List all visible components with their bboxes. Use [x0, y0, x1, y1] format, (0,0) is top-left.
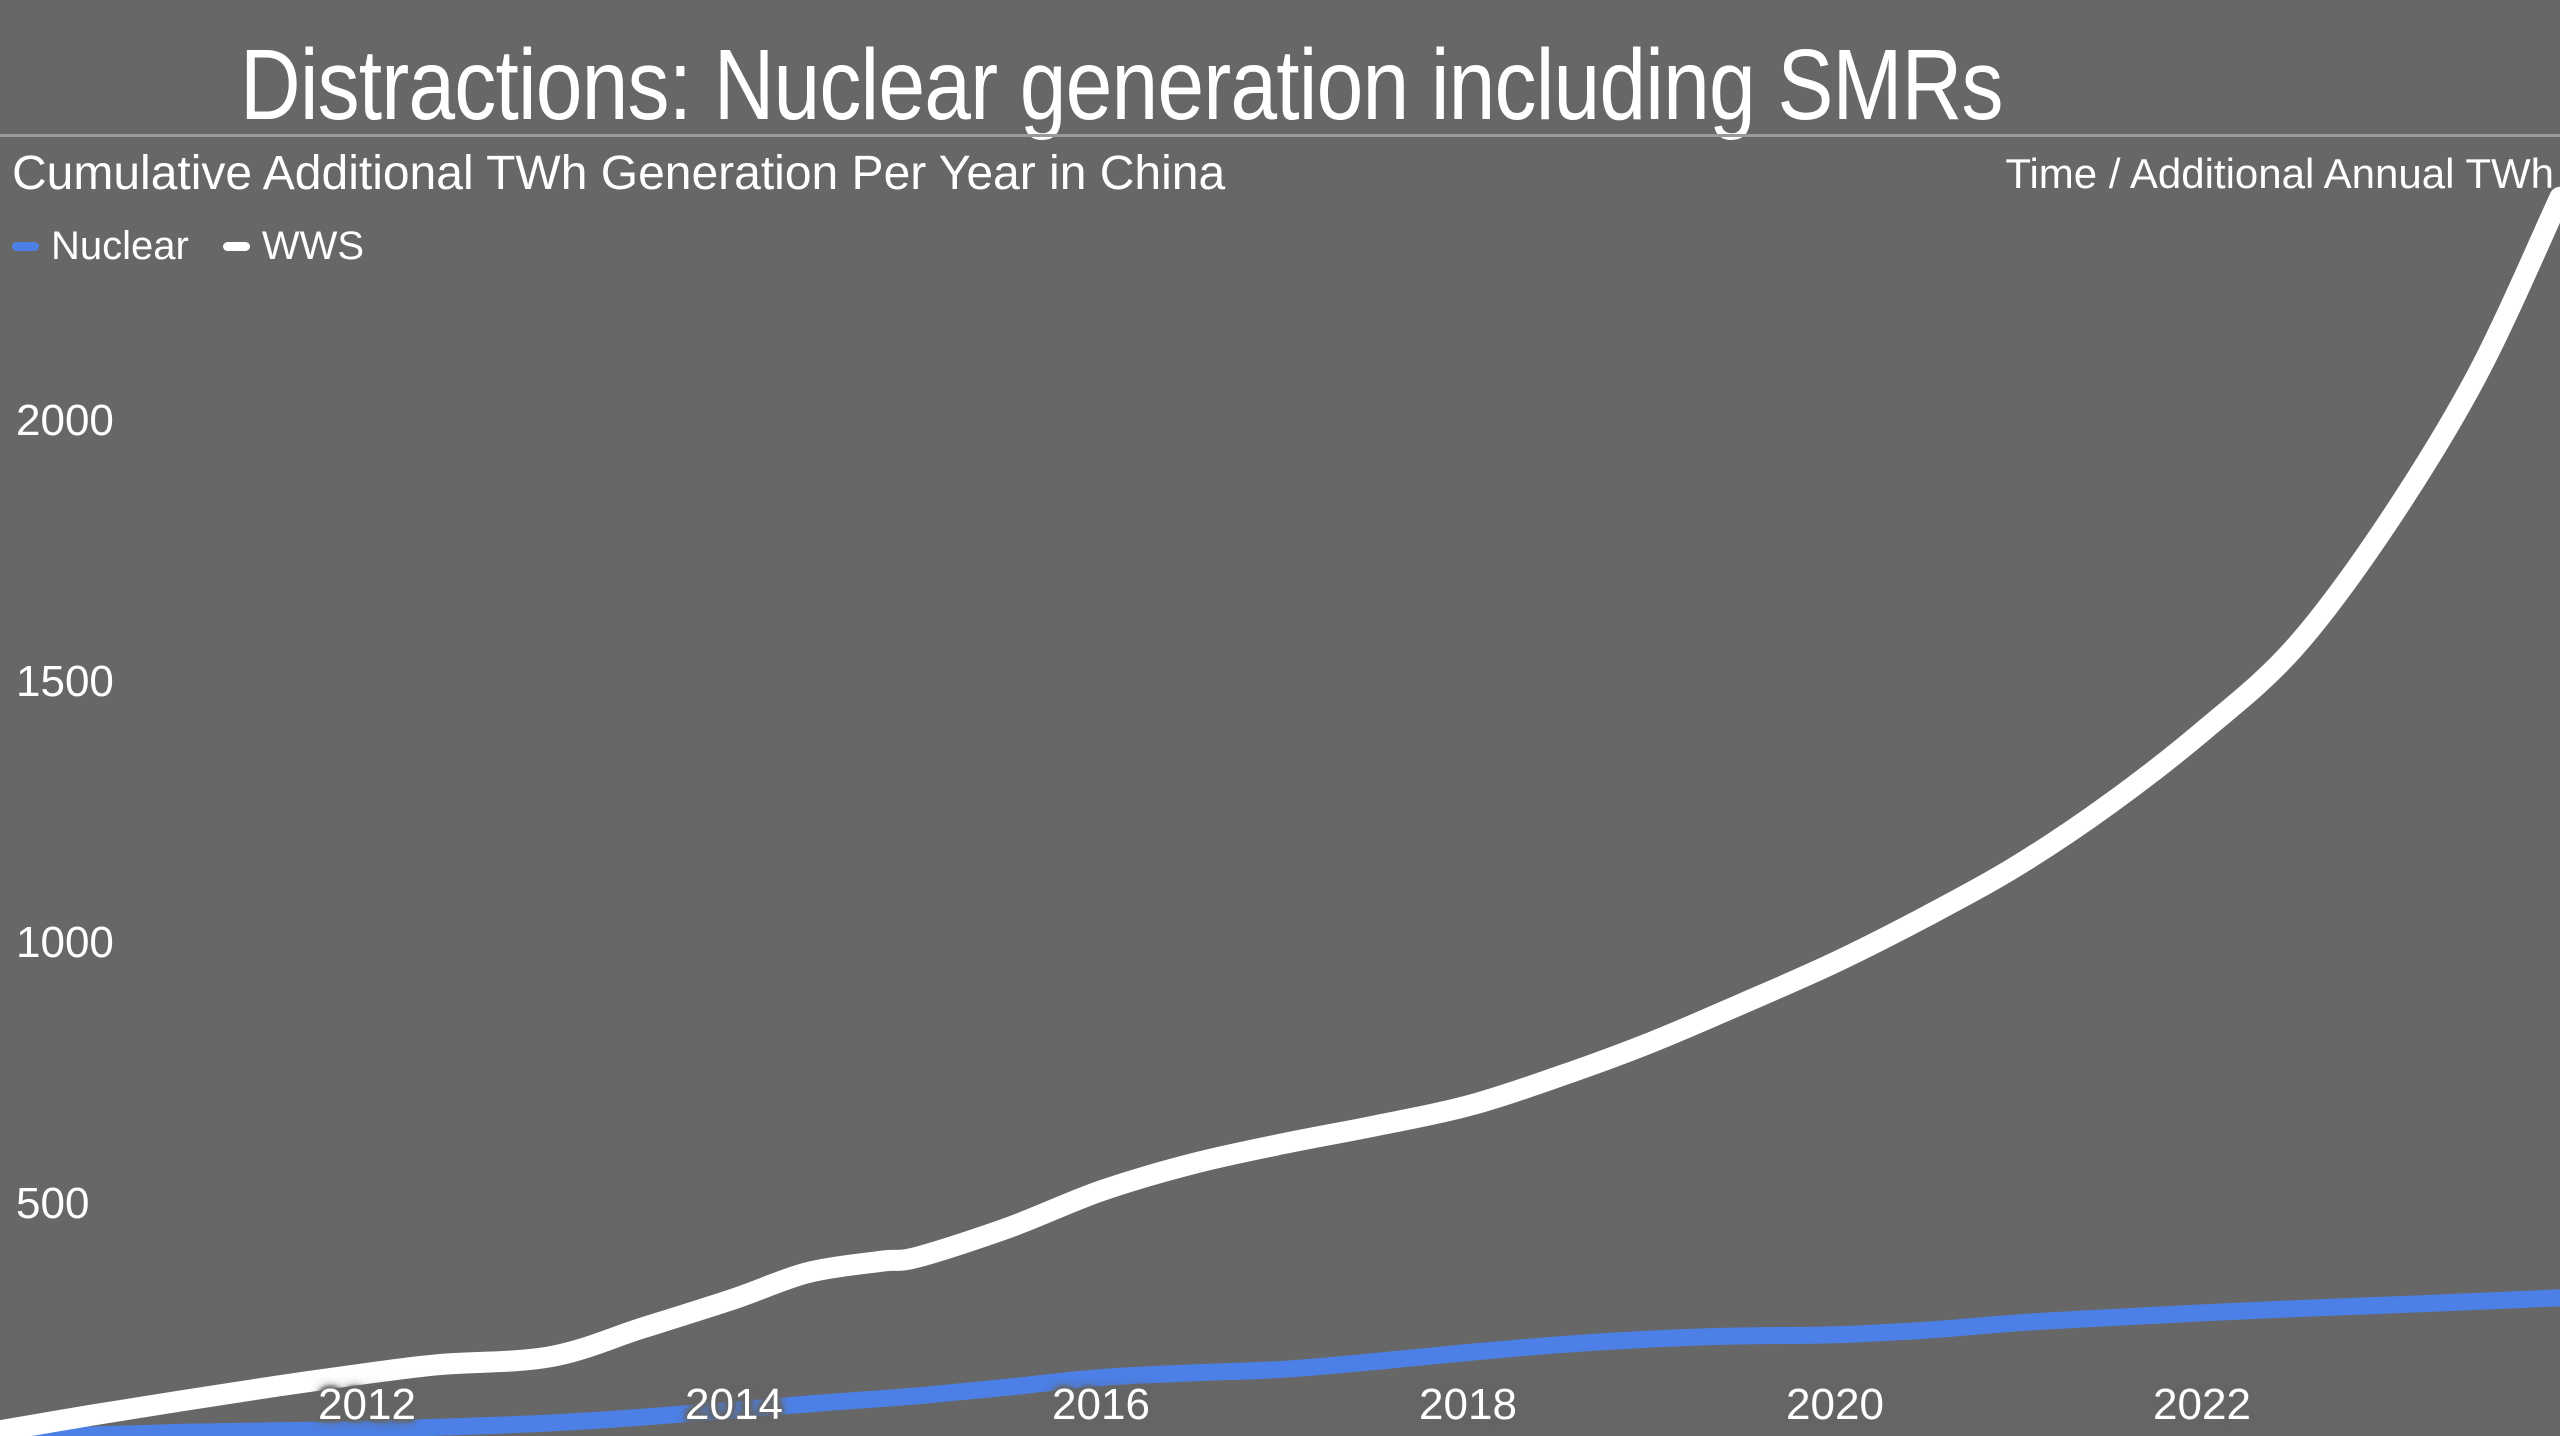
- y-tick-1500: 1500: [16, 657, 114, 706]
- y-tick-2000: 2000: [16, 396, 114, 445]
- x-tick-2020: 2020: [1786, 1380, 1884, 1429]
- legend: Nuclear WWS: [12, 224, 398, 269]
- legend-item-wws: WWS: [222, 224, 365, 269]
- x-tick-2012: 2012: [318, 1380, 416, 1429]
- y-tick-1000: 1000: [16, 918, 114, 967]
- x-tick-2016: 2016: [1052, 1380, 1150, 1429]
- axis-context-label: Time / Additional Annual TWh: [2005, 150, 2554, 197]
- x-tick-2022: 2022: [2153, 1380, 2251, 1429]
- wws-line: [0, 186, 2560, 1436]
- nuclear-line: [0, 1289, 2560, 1436]
- x-tick-2018: 2018: [1419, 1380, 1517, 1429]
- page-title: Distractions: Nuclear generation includi…: [240, 29, 2004, 141]
- legend-label-nuclear: Nuclear: [51, 224, 189, 268]
- x-tick-2014: 2014: [685, 1380, 783, 1429]
- y-tick-500: 500: [16, 1179, 90, 1228]
- nuclear-series-dash-icon: [12, 242, 39, 251]
- wws-series-dash-icon: [222, 242, 250, 251]
- title-divider-line: [0, 134, 2560, 137]
- legend-item-nuclear: Nuclear: [12, 224, 189, 269]
- legend-label-wws: WWS: [261, 224, 365, 268]
- chart-title: Cumulative Additional TWh Generation Per…: [12, 147, 1226, 200]
